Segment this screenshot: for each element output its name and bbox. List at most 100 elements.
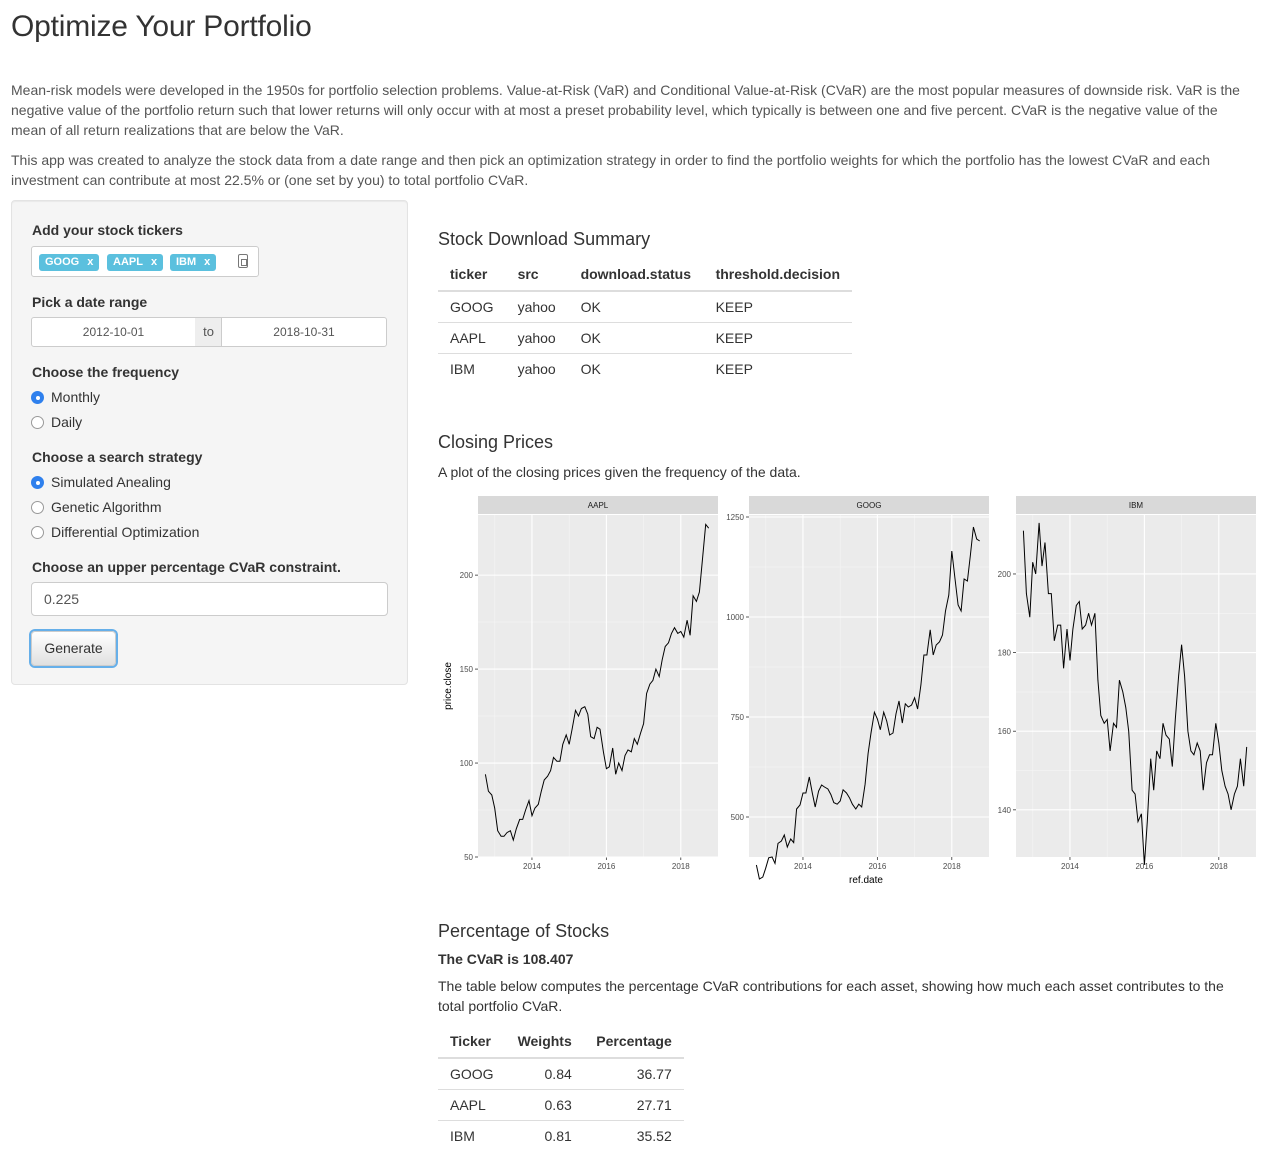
x-tick-label: 2014 [1061,862,1079,871]
ticker-tag-label: GOOG [45,256,80,268]
column-header: Weights [505,1025,584,1059]
tickers-label: Add your stock tickers [32,222,183,238]
table-row: IBM yahoo OK KEEP [438,352,853,384]
x-tick-label: 2018 [1210,862,1228,871]
table-cell: 27.71 [583,1088,684,1120]
x-tick-label: 2018 [943,862,961,871]
facet-strip-label: GOOG [857,501,882,510]
frequency-option-daily[interactable]: Daily [31,412,82,432]
x-tick-label: 2014 [523,862,541,871]
ticker-tag-goog[interactable]: GOOG x [39,254,100,271]
strategy-option-genetic-algorithm[interactable]: Genetic Algorithm [31,497,162,517]
date-separator: to [195,317,222,347]
facet-strip [478,496,718,514]
y-tick-label: 50 [464,853,473,862]
column-header: src [505,258,569,292]
y-tick-label: 140 [998,806,1012,815]
ticker-tag-label: AAPL [113,256,143,268]
panel-background [478,515,718,857]
y-tick-label: 200 [460,571,474,580]
table-cell: GOOG [438,1057,506,1089]
table-header-row: ticker src download.status threshold.dec… [438,258,853,292]
radio-selected-icon[interactable] [31,391,44,404]
table-row: GOOG yahoo OK KEEP [438,290,853,322]
table-header-row: Ticker Weights Percentage [438,1025,684,1059]
radio-unselected-icon[interactable] [31,416,44,429]
table-cell: 0.63 [505,1088,584,1120]
table-row: AAPL 0.63 27.71 [438,1088,684,1120]
remove-ticker-icon[interactable]: x [87,256,94,268]
table-cell: 35.52 [583,1119,684,1151]
radio-unselected-icon[interactable] [31,501,44,514]
table-row: GOOG 0.84 36.77 [438,1057,684,1089]
table-cell: AAPL [438,321,506,353]
ticker-tag-ibm[interactable]: IBM x [170,254,217,271]
intro-paragraph-2: This app was created to analyze the stoc… [11,152,1210,188]
table-cell: KEEP [703,321,853,353]
y-tick-label: 100 [460,759,474,768]
strategy-option-differential-optimization[interactable]: Differential Optimization [31,522,199,542]
facet-strip-label: IBM [1129,501,1144,510]
price-series-line-goog [755,526,980,880]
frequency-option-label: Daily [51,414,83,430]
x-tick-label: 2014 [794,862,812,871]
sidebar-panel: Add your stock tickers GOOG x AAPL x IBM x … [11,200,408,685]
price-series-line-aapl [484,523,710,842]
frequency-option-monthly[interactable]: Monthly [31,387,100,407]
column-header: Percentage [583,1025,684,1059]
table-cell: OK [568,321,704,353]
table-cell: 0.81 [505,1119,584,1151]
table-cell: OK [568,352,704,384]
table-row: AAPL yahoo OK KEEP [438,321,853,353]
date-end-input[interactable]: 2018-10-31 [221,317,387,347]
tickers-input[interactable]: GOOG x AAPL x IBM x [31,246,259,277]
cvar-constraint-label: Choose an upper percentage CVaR constrai… [32,559,341,575]
facet-strip [749,496,989,514]
intro-paragraph-1: Mean-risk models were developed in the 1… [11,82,1240,138]
y-tick-label: 1250 [726,513,744,522]
y-tick-label: 150 [460,665,474,674]
column-header: Ticker [438,1025,506,1059]
table-cell: IBM [438,1119,506,1151]
table-cell: OK [568,290,704,322]
closing-prices-description: A plot of the closing prices given the f… [438,464,801,480]
download-summary-heading: Stock Download Summary [438,229,651,249]
strategy-label: Choose a search strategy [32,449,203,465]
column-header: download.status [568,258,704,292]
y-tick-label: 200 [998,570,1012,579]
x-tick-label: 2016 [597,862,615,871]
panel-background [749,515,989,857]
strategy-option-simulated-annealing[interactable]: Simulated Anealing [31,472,171,492]
remove-ticker-icon[interactable]: x [150,256,158,268]
generate-button[interactable]: Generate [31,631,116,666]
table-cell: KEEP [703,352,853,384]
percentage-heading: Percentage of Stocks [438,921,610,941]
table-cell: yahoo [505,290,569,322]
y-tick-label: 500 [731,813,745,822]
remove-ticker-icon[interactable]: x [204,256,211,268]
x-tick-label: 2016 [1135,862,1153,871]
radio-selected-icon[interactable] [31,476,44,489]
strategy-option-label: Genetic Algorithm [51,499,162,515]
x-axis-title: ref.date [849,875,883,886]
y-tick-label: 180 [998,649,1012,658]
clipboard-icon[interactable] [238,254,248,268]
y-tick-label: 1000 [726,613,744,622]
page-title: Optimize Your Portfolio [11,10,312,43]
percentage-table: Ticker Weights Percentage GOOG 0.84 36.7… [438,1025,684,1151]
y-tick-label: 750 [731,713,745,722]
date-start-input[interactable]: 2012-10-01 [31,317,196,347]
table-cell: 36.77 [583,1057,684,1089]
radio-unselected-icon[interactable] [31,526,44,539]
table-cell: KEEP [703,290,853,322]
cvar-constraint-input[interactable]: 0.225 [31,582,388,616]
y-axis-title: price.close [443,662,454,710]
percentage-description: The table below computes the percentage … [438,978,1224,1014]
facet-strip [1016,496,1256,514]
frequency-option-label: Monthly [51,389,101,405]
table-cell: GOOG [438,290,506,322]
closing-prices-heading: Closing Prices [438,432,554,452]
column-header: ticker [438,258,506,292]
table-cell: 0.84 [505,1057,584,1089]
ticker-tag-aapl[interactable]: AAPL x [107,254,164,271]
